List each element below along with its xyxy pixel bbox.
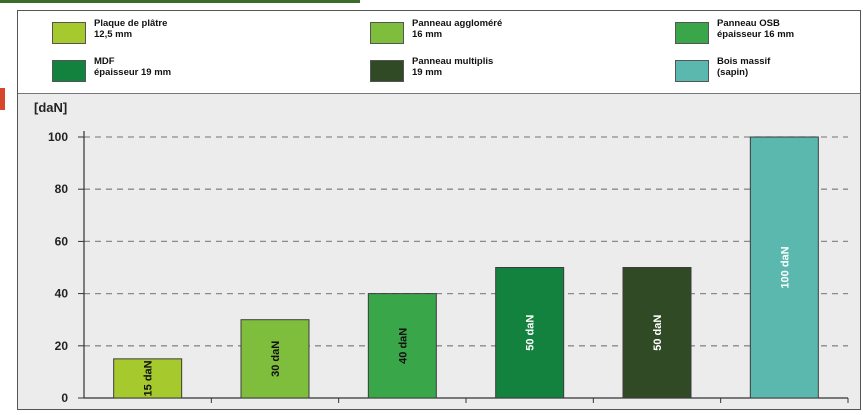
legend-swatch bbox=[52, 22, 86, 44]
y-tick-label: 60 bbox=[55, 234, 69, 248]
legend-label: Panneau OSB épaisseur 16 mm bbox=[717, 18, 795, 40]
y-tick-label: 20 bbox=[55, 339, 69, 353]
y-tick-label: 40 bbox=[55, 287, 69, 301]
legend-swatch bbox=[52, 60, 86, 82]
legend-swatch bbox=[675, 60, 709, 82]
legend-item-mdf: MDF épaisseur 19 mm bbox=[52, 56, 172, 82]
legend-label: Panneau aggloméré 16 mm bbox=[412, 18, 503, 40]
bar bbox=[113, 358, 183, 399]
y-axis-unit-label: [daN] bbox=[34, 100, 68, 115]
legend-item-bois-massif: Bois massif (sapin) bbox=[675, 56, 771, 82]
bar-data-label: 50 daN bbox=[525, 315, 537, 351]
y-tick-label: 100 bbox=[48, 130, 68, 144]
bar-data-label: 100 daN bbox=[779, 246, 791, 288]
plot-area bbox=[18, 94, 860, 409]
legend-swatch bbox=[370, 60, 404, 82]
legend-item-panneau-multiplis: Panneau multiplis 19 mm bbox=[370, 56, 494, 82]
legend: Plaque de plâtre 12,5 mm Panneau agglomé… bbox=[18, 11, 860, 94]
legend-swatch bbox=[675, 22, 709, 44]
bar bbox=[495, 267, 565, 399]
bar bbox=[240, 319, 310, 399]
header-decoration bbox=[0, 0, 360, 3]
bar bbox=[749, 136, 819, 399]
legend-item-panneau-agglomere: Panneau aggloméré 16 mm bbox=[370, 18, 503, 44]
side-marker bbox=[0, 88, 5, 110]
legend-swatch bbox=[370, 22, 404, 44]
y-tick-label: 0 bbox=[61, 391, 68, 405]
legend-label: Bois massif (sapin) bbox=[717, 56, 771, 78]
legend-label: MDF épaisseur 19 mm bbox=[94, 56, 172, 78]
legend-item-panneau-osb: Panneau OSB épaisseur 16 mm bbox=[675, 18, 795, 44]
legend-label: Panneau multiplis 19 mm bbox=[412, 56, 494, 78]
legend-label: Plaque de plâtre 12,5 mm bbox=[94, 18, 168, 40]
bar-data-label: 40 daN bbox=[397, 328, 409, 364]
y-tick-label: 80 bbox=[55, 182, 69, 196]
bar bbox=[622, 267, 692, 399]
bar-data-label: 30 daN bbox=[270, 341, 282, 377]
bar-data-label: 15 daN bbox=[143, 360, 155, 396]
bar-data-label: 50 daN bbox=[652, 315, 664, 351]
legend-item-plaque-platre: Plaque de plâtre 12,5 mm bbox=[52, 18, 168, 44]
bar bbox=[367, 293, 437, 399]
